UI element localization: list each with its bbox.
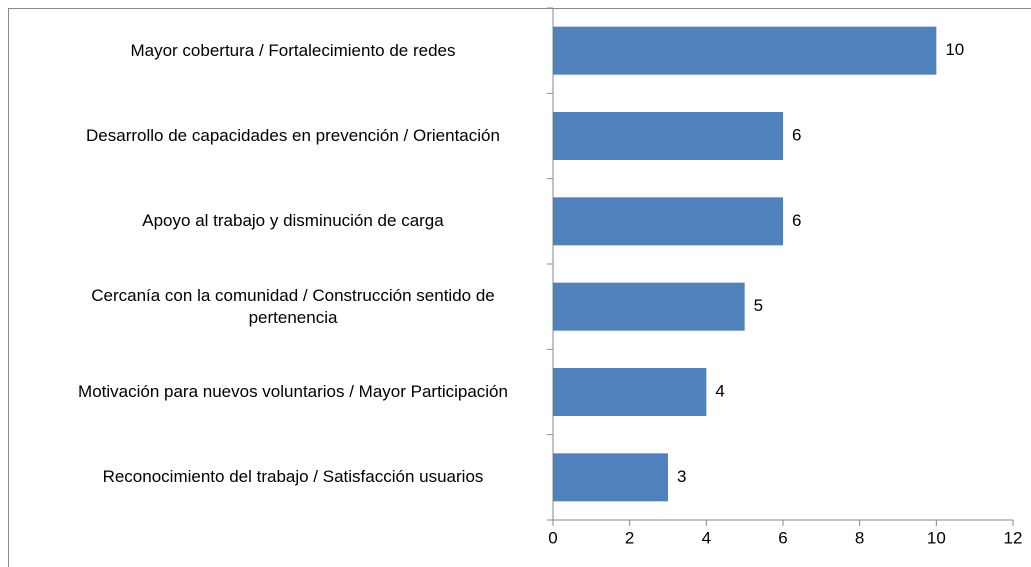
bar <box>553 368 707 416</box>
x-tick-label: 8 <box>855 528 864 547</box>
bar <box>553 453 668 502</box>
x-tick-label: 2 <box>625 528 634 547</box>
y-tick-label: Cercanía con la comunidad / Construcción… <box>91 285 495 327</box>
y-tick-label: Motivación para nuevos voluntarios / May… <box>78 382 508 401</box>
y-tick-label: Mayor cobertura / Fortalecimiento de red… <box>130 40 456 60</box>
y-tick-label: Reconocimiento del trabajo / Satisfacció… <box>102 467 484 487</box>
data-label: 5 <box>754 296 763 315</box>
x-tick-label: 0 <box>548 528 557 547</box>
bar <box>553 26 937 75</box>
y-tick-label: Desarrollo de capacidades en prevención … <box>86 126 500 145</box>
bar <box>553 197 783 246</box>
x-tick-label: 4 <box>702 528 711 547</box>
chart-border <box>8 8 1031 567</box>
x-tick-label: 10 <box>927 528 946 547</box>
x-tick-label: 6 <box>778 528 787 547</box>
y-tick-label: Apoyo al trabajo y disminución de carga <box>142 211 444 231</box>
data-label: 6 <box>792 211 801 230</box>
bar <box>553 112 783 160</box>
data-label: 6 <box>792 125 801 144</box>
data-label: 10 <box>945 40 964 59</box>
bar <box>553 282 745 331</box>
data-label: 4 <box>715 381 724 400</box>
x-tick-label: 12 <box>1004 528 1023 547</box>
data-label: 3 <box>677 467 686 486</box>
